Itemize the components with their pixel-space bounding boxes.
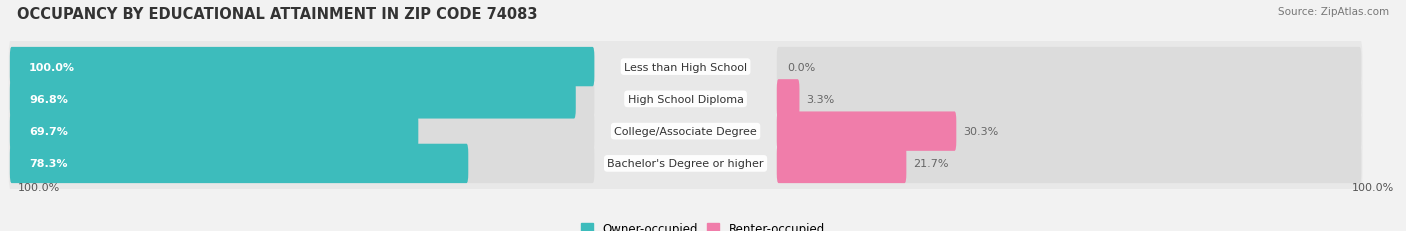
Legend: Owner-occupied, Renter-occupied: Owner-occupied, Renter-occupied (576, 217, 830, 231)
Text: 0.0%: 0.0% (787, 62, 815, 72)
Text: Less than High School: Less than High School (624, 62, 747, 72)
Text: Bachelor's Degree or higher: Bachelor's Degree or higher (607, 159, 763, 169)
FancyBboxPatch shape (8, 104, 1362, 159)
Text: 30.3%: 30.3% (963, 127, 998, 137)
FancyBboxPatch shape (8, 136, 1362, 191)
FancyBboxPatch shape (776, 144, 1361, 183)
FancyBboxPatch shape (776, 80, 1361, 119)
FancyBboxPatch shape (10, 144, 468, 183)
Text: 69.7%: 69.7% (30, 127, 67, 137)
FancyBboxPatch shape (776, 80, 800, 119)
FancyBboxPatch shape (776, 144, 907, 183)
Text: 21.7%: 21.7% (914, 159, 949, 169)
Text: 3.3%: 3.3% (807, 94, 835, 104)
Text: Source: ZipAtlas.com: Source: ZipAtlas.com (1278, 7, 1389, 17)
FancyBboxPatch shape (776, 112, 1361, 151)
Text: College/Associate Degree: College/Associate Degree (614, 127, 756, 137)
Text: 96.8%: 96.8% (30, 94, 67, 104)
Text: OCCUPANCY BY EDUCATIONAL ATTAINMENT IN ZIP CODE 74083: OCCUPANCY BY EDUCATIONAL ATTAINMENT IN Z… (17, 7, 537, 22)
FancyBboxPatch shape (10, 112, 419, 151)
FancyBboxPatch shape (10, 80, 576, 119)
Text: 100.0%: 100.0% (17, 182, 59, 192)
FancyBboxPatch shape (8, 40, 1362, 95)
Text: 100.0%: 100.0% (1353, 182, 1395, 192)
Text: 100.0%: 100.0% (30, 62, 75, 72)
Text: High School Diploma: High School Diploma (627, 94, 744, 104)
FancyBboxPatch shape (8, 72, 1362, 127)
FancyBboxPatch shape (10, 48, 595, 87)
Text: 78.3%: 78.3% (30, 159, 67, 169)
FancyBboxPatch shape (776, 112, 956, 151)
FancyBboxPatch shape (776, 48, 1361, 87)
FancyBboxPatch shape (10, 48, 595, 87)
FancyBboxPatch shape (10, 112, 595, 151)
FancyBboxPatch shape (10, 144, 595, 183)
FancyBboxPatch shape (10, 80, 595, 119)
